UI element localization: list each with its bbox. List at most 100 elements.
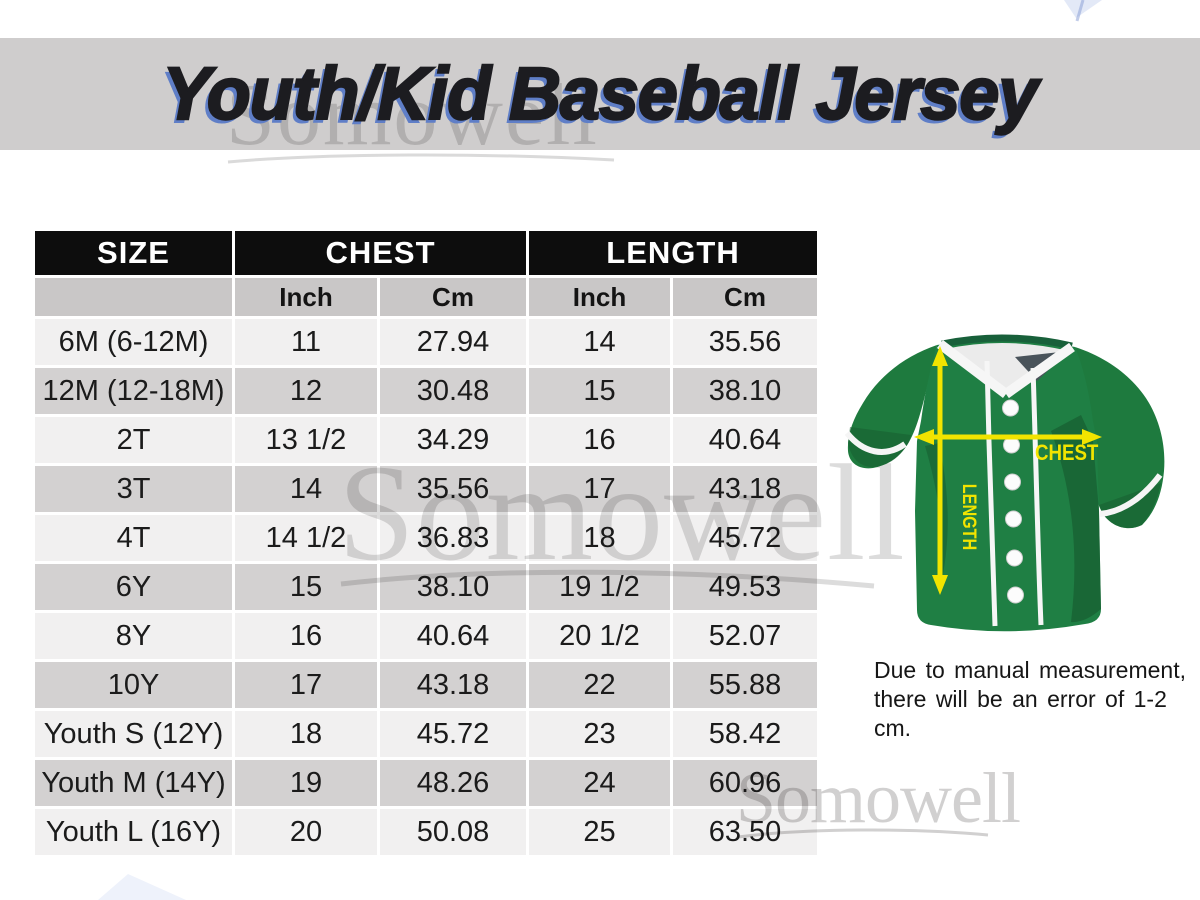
length-inch-cell: 23 xyxy=(529,711,670,757)
length-cm-cell: 45.72 xyxy=(673,515,817,561)
chest-inch-cell: 18 xyxy=(235,711,377,757)
length-inch-cell: 20 1/2 xyxy=(529,613,670,659)
chest-cm-cell: 38.10 xyxy=(380,564,526,610)
size-cell: Youth S (12Y) xyxy=(35,711,232,757)
table-row: 3T 14 35.56 17 43.18 xyxy=(35,466,817,512)
chest-inch-cell: 19 xyxy=(235,760,377,806)
chest-cm-cell: 34.29 xyxy=(380,417,526,463)
subheader-length-cm: Cm xyxy=(673,278,817,316)
blue-artifact-top-right xyxy=(1064,0,1102,22)
page-title: Youth/Kid Baseball Jersey xyxy=(162,51,1040,136)
length-inch-cell: 19 1/2 xyxy=(529,564,670,610)
size-cell: 3T xyxy=(35,466,232,512)
subheader-empty xyxy=(35,278,232,316)
length-cm-cell: 60.96 xyxy=(673,760,817,806)
subheader-length-inch: Inch xyxy=(529,278,670,316)
length-cm-cell: 38.10 xyxy=(673,368,817,414)
col-header-chest: CHEST xyxy=(235,231,526,275)
chest-inch-cell: 11 xyxy=(235,319,377,365)
subheader-chest-cm: Cm xyxy=(380,278,526,316)
length-inch-cell: 15 xyxy=(529,368,670,414)
chest-cm-cell: 35.56 xyxy=(380,466,526,512)
note-line-1: Due to manual measurement, xyxy=(874,657,1186,683)
size-cell: 4T xyxy=(35,515,232,561)
chest-cm-cell: 48.26 xyxy=(380,760,526,806)
chest-arrow xyxy=(914,429,1102,445)
chest-inch-cell: 14 1/2 xyxy=(235,515,377,561)
jersey-collar xyxy=(936,334,1075,399)
length-cm-cell: 63.50 xyxy=(673,809,817,855)
chest-label: CHEST xyxy=(1035,442,1099,466)
length-cm-cell: 58.42 xyxy=(673,711,817,757)
chest-cm-cell: 40.64 xyxy=(380,613,526,659)
length-inch-cell: 18 xyxy=(529,515,670,561)
chest-cm-cell: 50.08 xyxy=(380,809,526,855)
table-row: Youth M (14Y) 19 48.26 24 60.96 xyxy=(35,760,817,806)
table-subheader-row: Inch Cm Inch Cm xyxy=(35,278,817,316)
chest-inch-cell: 15 xyxy=(235,564,377,610)
col-header-size: SIZE xyxy=(35,231,232,275)
watermark-swoosh xyxy=(227,153,615,164)
size-cell: 2T xyxy=(35,417,232,463)
length-inch-cell: 25 xyxy=(529,809,670,855)
chest-inch-cell: 16 xyxy=(235,613,377,659)
chest-cm-cell: 30.48 xyxy=(380,368,526,414)
length-cm-cell: 55.88 xyxy=(673,662,817,708)
blue-artifact-bottom-left xyxy=(98,874,186,900)
size-table: SIZE CHEST LENGTH Inch Cm Inch Cm 6M (6-… xyxy=(32,228,820,858)
length-cm-cell: 49.53 xyxy=(673,564,817,610)
table-row: 6M (6-12M) 11 27.94 14 35.56 xyxy=(35,319,817,365)
table-header-row: SIZE CHEST LENGTH xyxy=(35,231,817,275)
jersey-button xyxy=(1002,399,1019,417)
table-row: 10Y 17 43.18 22 55.88 xyxy=(35,662,817,708)
size-cell: 10Y xyxy=(35,662,232,708)
length-label: LENGTH xyxy=(959,484,981,550)
jersey-button xyxy=(1005,510,1022,528)
length-inch-cell: 17 xyxy=(529,466,670,512)
size-cell: 12M (12-18M) xyxy=(35,368,232,414)
jersey-left-sleeve xyxy=(845,345,937,469)
chest-cm-cell: 45.72 xyxy=(380,711,526,757)
table-row: 8Y 16 40.64 20 1/2 52.07 xyxy=(35,613,817,659)
length-inch-cell: 24 xyxy=(529,760,670,806)
jersey-buttons xyxy=(1002,399,1024,604)
table-row: 12M (12-18M) 12 30.48 15 38.10 xyxy=(35,368,817,414)
jersey-button xyxy=(1007,586,1024,604)
chest-inch-cell: 17 xyxy=(235,662,377,708)
length-cm-cell: 52.07 xyxy=(673,613,817,659)
subheader-chest-inch: Inch xyxy=(235,278,377,316)
jersey-note: Due to manual measurement, there will be… xyxy=(874,656,1200,743)
chest-cm-cell: 27.94 xyxy=(380,319,526,365)
table-row: 4T 14 1/2 36.83 18 45.72 xyxy=(35,515,817,561)
chest-inch-cell: 13 1/2 xyxy=(235,417,377,463)
size-cell: Youth M (14Y) xyxy=(35,760,232,806)
jersey-image: CHEST LENGTH xyxy=(845,334,1165,632)
length-arrow xyxy=(932,346,948,595)
chest-cm-cell: 36.83 xyxy=(380,515,526,561)
length-cm-cell: 43.18 xyxy=(673,466,817,512)
jersey-button xyxy=(1004,473,1021,491)
table-row: Youth S (12Y) 18 45.72 23 58.42 xyxy=(35,711,817,757)
table-row: 6Y 15 38.10 19 1/2 49.53 xyxy=(35,564,817,610)
length-inch-cell: 14 xyxy=(529,319,670,365)
chest-cm-cell: 43.18 xyxy=(380,662,526,708)
chest-inch-cell: 12 xyxy=(235,368,377,414)
jersey-placket-piping xyxy=(984,360,1044,627)
size-cell: 6M (6-12M) xyxy=(35,319,232,365)
col-header-length: LENGTH xyxy=(529,231,817,275)
size-cell: 6Y xyxy=(35,564,232,610)
length-inch-cell: 22 xyxy=(529,662,670,708)
note-line-2: there will be an error of 1-2 cm. xyxy=(874,686,1167,741)
length-cm-cell: 40.64 xyxy=(673,417,817,463)
table-row: 2T 13 1/2 34.29 16 40.64 xyxy=(35,417,817,463)
title-banner: Somowell Youth/Kid Baseball Jersey xyxy=(0,38,1200,164)
size-cell: Youth L (16Y) xyxy=(35,809,232,855)
jersey-button xyxy=(1006,549,1023,567)
size-cell: 8Y xyxy=(35,613,232,659)
length-inch-cell: 16 xyxy=(529,417,670,463)
chest-inch-cell: 20 xyxy=(235,809,377,855)
chest-inch-cell: 14 xyxy=(235,466,377,512)
length-cm-cell: 35.56 xyxy=(673,319,817,365)
size-table-body: 6M (6-12M) 11 27.94 14 35.56 12M (12-18M… xyxy=(35,319,817,855)
